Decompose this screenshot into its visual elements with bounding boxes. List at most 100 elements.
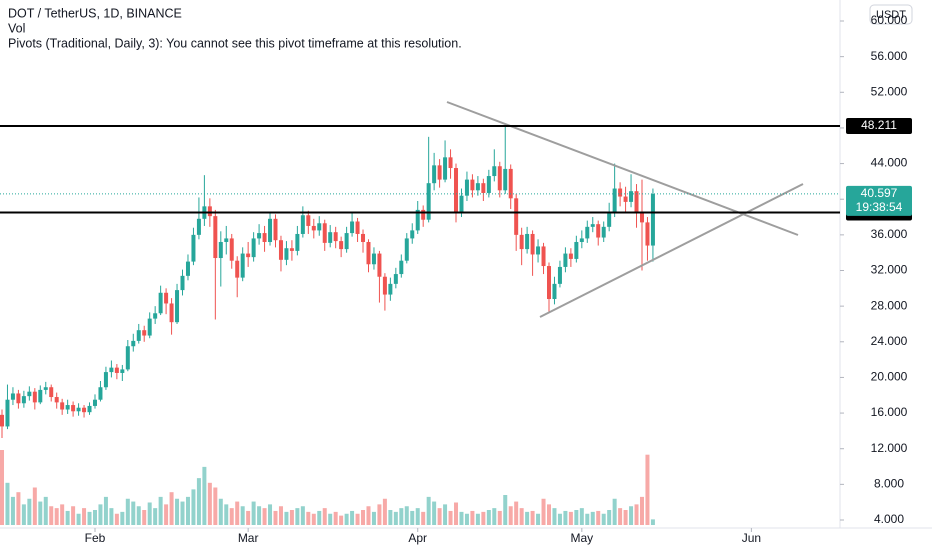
- candle-body: [421, 209, 426, 220]
- y-tick-label: 28.000: [871, 298, 908, 312]
- x-tick-label: Feb: [85, 531, 106, 545]
- volume-bar: [486, 510, 491, 525]
- volume-bar: [235, 501, 240, 525]
- candle-body: [623, 196, 628, 202]
- volume-bar: [634, 504, 639, 525]
- candle-body: [579, 238, 584, 242]
- candle-body: [153, 313, 158, 319]
- volume-bar: [568, 511, 573, 525]
- volume-bar: [16, 492, 21, 525]
- candle-body: [563, 253, 568, 267]
- volume-bar: [645, 454, 650, 525]
- candle-body: [486, 176, 491, 193]
- candle-body: [377, 253, 382, 277]
- candle-body: [629, 191, 634, 202]
- volume-bar: [514, 501, 519, 525]
- volume-bar: [437, 508, 442, 525]
- volume-bar: [454, 502, 459, 525]
- candle-body: [262, 233, 267, 242]
- candle-body: [16, 393, 21, 404]
- candle-body: [87, 405, 92, 413]
- candle-body: [27, 391, 32, 397]
- volume-bar: [459, 511, 464, 525]
- volume-bar: [344, 513, 349, 525]
- candle-body: [361, 233, 366, 242]
- volume-bar: [295, 508, 300, 525]
- candle-body: [596, 224, 601, 238]
- candle-body: [454, 168, 459, 212]
- candle-body: [175, 290, 180, 323]
- chart-title: DOT / TetherUS, 1D, BINANCE: [8, 6, 182, 20]
- volume-bar: [355, 513, 360, 525]
- volume-bar: [191, 489, 196, 525]
- candle-body: [536, 246, 541, 255]
- candle-body: [639, 211, 644, 223]
- volume-bar: [530, 510, 535, 525]
- volume-bar: [328, 513, 333, 525]
- volume-bar: [131, 501, 136, 525]
- volume-bar: [32, 487, 37, 525]
- volume-bar: [147, 502, 152, 525]
- volume-bar: [158, 496, 163, 525]
- volume-bar: [426, 496, 431, 525]
- volume-bar: [306, 511, 311, 525]
- volume-bar: [273, 510, 278, 525]
- candle-body: [306, 215, 311, 226]
- volume-bar: [393, 511, 398, 525]
- candle-body: [224, 238, 229, 242]
- volume-bar: [536, 513, 541, 525]
- candle-body: [317, 223, 322, 231]
- volume-bar: [65, 510, 70, 525]
- volume-bar: [623, 510, 628, 525]
- candle-body: [339, 241, 344, 250]
- candle-body: [415, 209, 420, 231]
- volume-bar: [82, 508, 87, 525]
- volume-bar: [361, 510, 366, 525]
- candle-body: [142, 330, 147, 336]
- candle-body: [443, 157, 448, 180]
- y-tick-label: 60.000: [871, 13, 908, 27]
- volume-bar: [60, 504, 65, 525]
- volume-bar: [585, 513, 590, 525]
- candle-body: [508, 168, 513, 199]
- volume-bar: [251, 501, 256, 525]
- candle-body: [585, 226, 590, 239]
- volume-bar: [475, 513, 480, 525]
- candle-body: [32, 391, 37, 403]
- currency-label[interactable]: USDT: [876, 9, 906, 21]
- volume-bar: [629, 506, 634, 525]
- x-tick-label: Jun: [742, 531, 761, 545]
- candle-body: [191, 234, 196, 262]
- volume-bar: [366, 506, 371, 525]
- candle-body: [311, 225, 316, 231]
- candle-body: [475, 183, 480, 191]
- candle-body: [5, 399, 10, 427]
- candle-body: [164, 292, 169, 304]
- x-tick-label: May: [570, 531, 593, 545]
- candle-body: [251, 238, 256, 258]
- x-tick-label: Apr: [408, 531, 427, 545]
- volume-bar: [180, 501, 185, 525]
- candle-body: [607, 212, 612, 227]
- candle-body: [207, 206, 212, 217]
- indicator-label: Vol: [8, 21, 25, 35]
- volume-bar: [508, 506, 513, 525]
- volume-bar: [317, 510, 322, 525]
- volume-bar: [175, 498, 180, 525]
- currency-button[interactable]: [869, 4, 913, 25]
- volume-bar: [563, 510, 568, 525]
- volume-bar: [196, 478, 201, 525]
- candle-body: [180, 275, 185, 291]
- y-tick-label: 24.000: [871, 334, 908, 348]
- y-tick-label: 44.000: [871, 156, 908, 170]
- volume-bar: [103, 496, 108, 525]
- volume-bar: [552, 508, 557, 525]
- candle-body: [612, 188, 617, 213]
- y-tick-label: 56.000: [871, 49, 908, 63]
- volume-bar: [284, 511, 289, 525]
- volume-bar: [257, 506, 262, 525]
- y-tick-label: 52.000: [871, 84, 908, 98]
- candle-body: [82, 407, 87, 413]
- volume-bar: [382, 498, 387, 525]
- volume-bar: [525, 511, 530, 525]
